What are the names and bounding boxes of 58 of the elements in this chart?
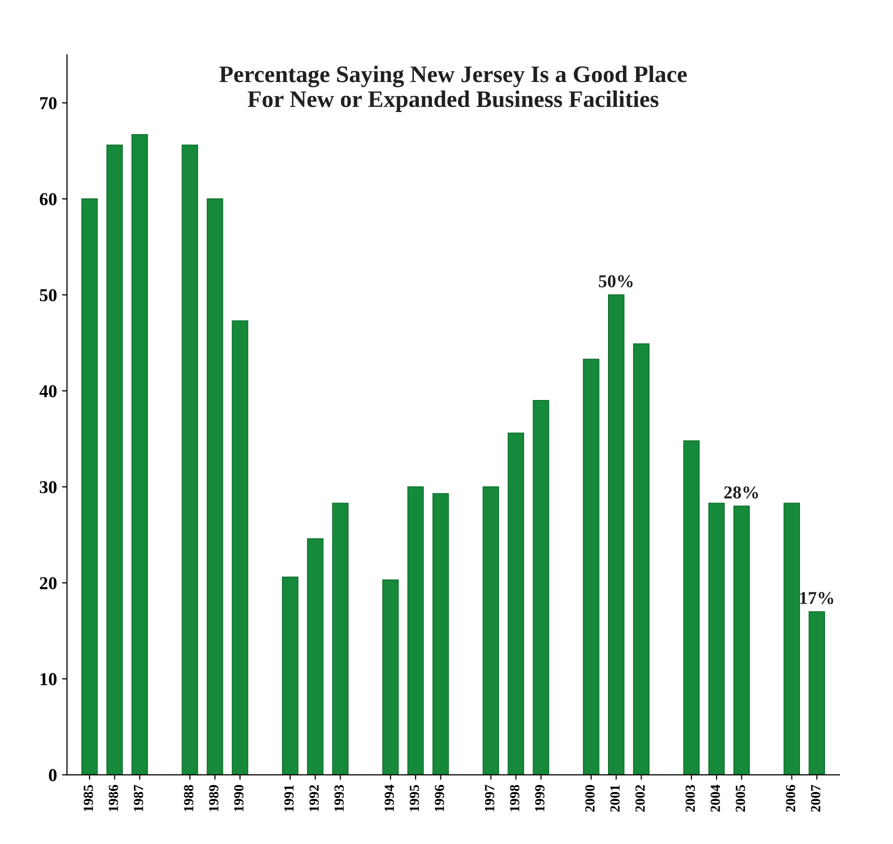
bar: [106, 144, 123, 775]
x-tick-label: 1991: [284, 785, 294, 812]
bar: [232, 320, 248, 775]
x-tick-label: 2007: [810, 784, 820, 812]
x-tick-label: 1994: [384, 784, 394, 812]
x-tick-label: 1992: [309, 785, 319, 812]
data-label: 28%: [724, 486, 758, 499]
x-tick-label: 1997: [484, 784, 494, 812]
y-tick-label: 20: [40, 577, 57, 590]
x-tick-label: 1988: [184, 784, 194, 812]
x-tick-label: 2001: [610, 785, 620, 812]
x-tick-label: 2006: [786, 784, 796, 812]
bar: [733, 506, 750, 775]
data-label: 50%: [598, 275, 633, 288]
x-tick-label: 1995: [410, 785, 420, 812]
y-tick-label: 10: [40, 673, 57, 686]
bar: [808, 611, 826, 775]
bar: [708, 502, 725, 775]
bar: [182, 144, 198, 775]
data-label: 17%: [800, 592, 834, 604]
x-tick-label: 1986: [108, 784, 118, 812]
y-tick-label: 40: [39, 385, 57, 398]
x-tick-label: 1998: [510, 784, 520, 812]
x-tick-label: 1989: [209, 785, 218, 812]
bar: [784, 502, 800, 775]
bar: [608, 294, 624, 775]
x-tick-label: 2002: [635, 785, 645, 812]
bar: [206, 198, 224, 775]
x-tick-label: 1999: [535, 785, 544, 812]
y-tick-label: 60: [40, 193, 57, 206]
bar: [633, 343, 650, 775]
x-tick-label: 1990: [234, 785, 244, 812]
x-tick-label: 2003: [686, 784, 695, 812]
x-tick-label: 1993: [334, 784, 344, 812]
x-tick-label: 1996: [434, 784, 444, 812]
bar: [382, 580, 399, 775]
y-tick-label: 50: [40, 289, 57, 302]
x-tick-label: 2005: [736, 785, 746, 812]
bar: [683, 440, 700, 775]
bar: [508, 432, 524, 775]
x-tick-label: 2000: [585, 785, 595, 812]
bar: [432, 493, 449, 775]
x-tick-label: 2004: [710, 784, 720, 812]
bar: [582, 358, 600, 775]
x-tick-label: 1987: [134, 784, 144, 812]
bar: [332, 502, 349, 775]
bar: [132, 134, 148, 775]
x-tick-label: 1985: [84, 785, 94, 812]
bar: [482, 486, 500, 775]
bar: [81, 198, 98, 775]
bar: [532, 400, 550, 775]
y-tick-label: 30: [40, 481, 57, 494]
text: Percentage Saying New Jersey Is a Good Place For New or Expanded Business Facilities: [219, 66, 687, 112]
bar: [282, 576, 298, 775]
y-tick-label: 0: [48, 769, 57, 782]
y-tick-label: 70: [40, 97, 57, 110]
bar: [407, 486, 424, 775]
bar: [307, 538, 324, 775]
